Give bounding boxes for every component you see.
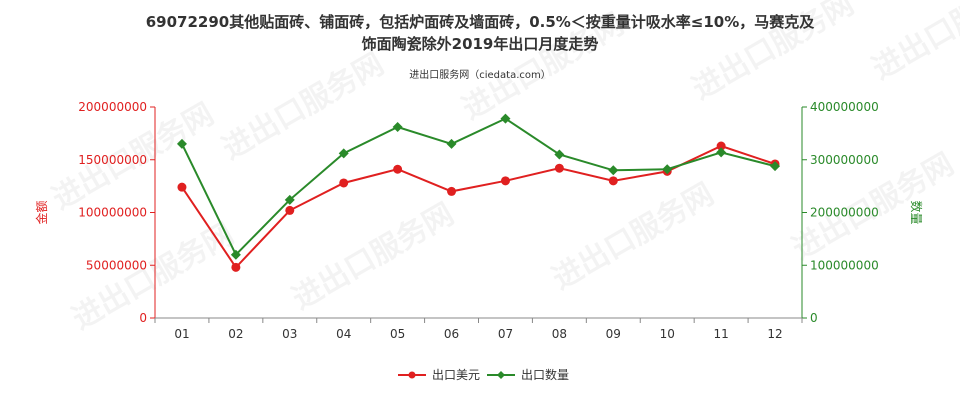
data-point (393, 122, 403, 132)
data-point (231, 263, 240, 272)
y-right-tick-label: 100000000 (810, 258, 879, 272)
x-tick-label: 09 (606, 327, 621, 341)
y-left-tick-label: 50000000 (86, 258, 147, 272)
data-point (608, 165, 618, 175)
x-tick-label: 07 (498, 327, 513, 341)
legend-item: 出口美元 (398, 368, 480, 382)
legend-marker (409, 372, 416, 379)
data-point (447, 139, 457, 149)
watermark-text: 进出口服务网 (547, 177, 720, 297)
data-point (393, 165, 402, 174)
legend-marker (497, 371, 505, 379)
data-point (285, 206, 294, 215)
data-point (501, 176, 510, 185)
x-tick-label: 11 (713, 327, 728, 341)
watermark-text: 进出口服务网 (867, 0, 960, 87)
x-tick-label: 12 (767, 327, 782, 341)
y-right-tick-label: 400000000 (810, 100, 879, 114)
y-right-tick-label: 200000000 (810, 206, 879, 220)
legend: 出口美元 出口数量 (398, 367, 569, 382)
data-point (500, 114, 510, 124)
watermark-text: 进出口服务网 (287, 197, 460, 317)
chart-title-line-1: 69072290其他贴面砖、铺面砖，包括炉面砖及墙面砖，0.5%＜按重量计吸水率… (146, 13, 816, 31)
y-right-tick-label: 300000000 (810, 153, 879, 167)
x-tick-label: 01 (174, 327, 189, 341)
x-tick-label: 10 (660, 327, 675, 341)
x-tick-label: 04 (336, 327, 351, 341)
x-tick-label: 03 (282, 327, 297, 341)
x-tick-label: 06 (444, 327, 459, 341)
x-tick-label: 02 (228, 327, 243, 341)
chart-source: 进出口服务网（ciedata.com） (409, 68, 551, 81)
data-point (609, 176, 618, 185)
y-left-tick-label: 200000000 (78, 100, 147, 114)
y-right-axis-title: 数量 (909, 200, 924, 224)
data-point (177, 183, 186, 192)
y-left-tick-label: 100000000 (78, 206, 147, 220)
data-point (555, 164, 564, 173)
y-left-axis-title: 金额 (34, 200, 49, 224)
legend-label: 出口数量 (521, 367, 569, 382)
chart-title-line-2: 饰面陶瓷除外2019年出口月度走势 (362, 35, 599, 53)
data-point (447, 187, 456, 196)
data-point (339, 178, 348, 187)
y-left-tick-label: 150000000 (78, 153, 147, 167)
y-left-tick-label: 0 (139, 311, 147, 325)
watermark-text: 进出口服务网 (217, 47, 390, 167)
legend-item: 出口数量 (487, 367, 569, 382)
legend-label: 出口美元 (432, 368, 480, 382)
x-tick-label: 05 (390, 327, 405, 341)
data-point (716, 147, 726, 157)
y-right-tick-label: 0 (810, 311, 818, 325)
x-tick-label: 08 (552, 327, 567, 341)
